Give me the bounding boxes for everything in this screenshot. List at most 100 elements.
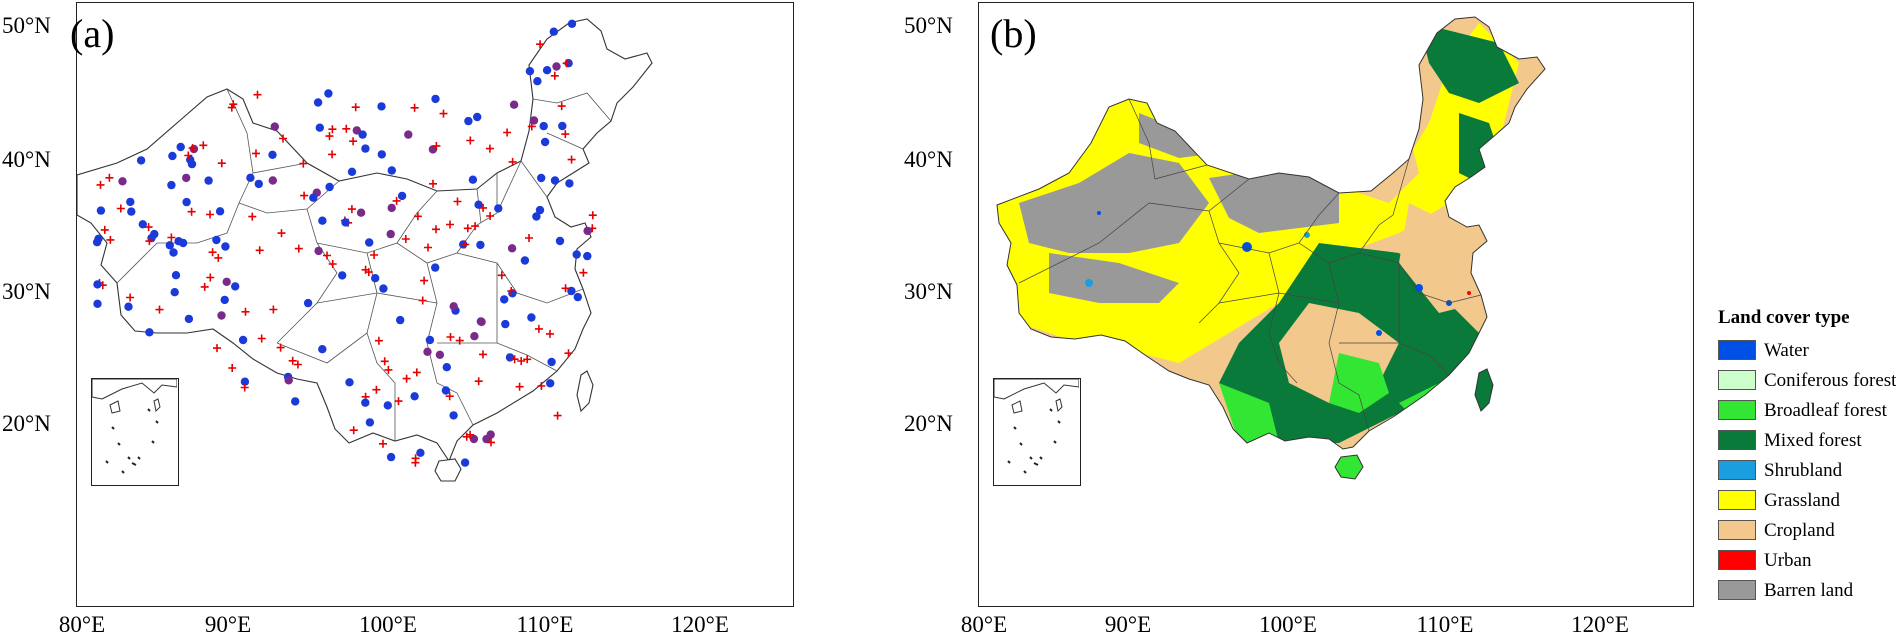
station-dot [500, 295, 509, 304]
station-plus [299, 159, 308, 168]
legend-title: Land cover type [1718, 307, 1850, 328]
station-dot [379, 284, 388, 293]
station-dot [204, 176, 213, 185]
station-markers [92, 19, 597, 467]
legend-label: Barren land [1764, 579, 1854, 601]
station-dot [387, 166, 396, 175]
station-plus [252, 149, 260, 158]
station-plus [534, 324, 543, 333]
station-dot [118, 177, 127, 186]
station-dot [529, 116, 539, 125]
legend-item: Shrubland [1714, 455, 1896, 485]
station-plus [294, 244, 303, 253]
station-plus [217, 159, 226, 168]
station-dot [573, 292, 582, 302]
station-plus [200, 282, 209, 291]
station-dot [145, 328, 154, 337]
station-dot [435, 350, 445, 359]
station-plus [279, 134, 287, 143]
station-dot [361, 398, 370, 407]
station-plus [439, 109, 448, 118]
lon-label-100: 100°E [1259, 612, 1317, 637]
station-dot [168, 151, 177, 161]
station-plus [255, 246, 264, 255]
station-plus [453, 197, 462, 206]
station-plus [461, 240, 470, 249]
station-plus [328, 150, 337, 159]
lon-label-90: 90°E [1104, 612, 1152, 637]
taiwan-island [576, 370, 594, 413]
station-plus [380, 357, 389, 366]
station-dot [324, 89, 333, 98]
station-dot [176, 142, 185, 152]
station-dot [494, 204, 503, 213]
station-plus [328, 125, 337, 134]
station-dot [464, 116, 473, 126]
lon-label-110: 110°E [1416, 612, 1474, 637]
station-plus [214, 253, 223, 262]
station-dot [371, 274, 380, 283]
land-cover-map [979, 3, 1546, 480]
legend-swatch [1718, 580, 1756, 600]
station-plus [370, 251, 379, 259]
station-plus [561, 284, 570, 293]
station-plus [523, 355, 532, 364]
station-plus [106, 235, 115, 244]
station-plus [507, 287, 516, 295]
legend-swatch [1718, 400, 1756, 420]
station-dot [345, 378, 354, 387]
station-dot [449, 302, 458, 311]
station-dot [347, 167, 357, 176]
station-dot [431, 94, 440, 104]
station-plus [276, 343, 285, 352]
station-dot [358, 130, 367, 139]
lat-label-50: 50°N [904, 13, 953, 38]
station-dot [187, 159, 197, 169]
legend-swatch [1718, 340, 1756, 360]
station-plus [199, 141, 208, 150]
map-frame [978, 2, 1694, 607]
lat-label-30: 30°N [904, 279, 953, 304]
station-dot [546, 379, 555, 388]
panel-a-station-map: (a) 50°N 40°N 30°N 20°N 80°E 90°E 100°E … [0, 0, 800, 640]
lat-label-20: 20°N [904, 411, 953, 436]
station-plus [446, 333, 455, 341]
station-plus [432, 141, 441, 150]
lon-label-80: 80°E [960, 612, 1008, 637]
station-dot [268, 150, 277, 159]
station-plus [537, 382, 546, 390]
station-plus [486, 212, 495, 220]
legend-swatch [1718, 490, 1756, 510]
station-dot [460, 458, 470, 467]
station-plus [342, 124, 351, 133]
legend-label: Coniferous forest [1764, 369, 1896, 391]
station-dot [93, 280, 102, 289]
station-dot [505, 353, 515, 362]
legend-item: Cropland [1714, 515, 1896, 545]
legend-swatch [1718, 370, 1756, 390]
station-dot [533, 77, 542, 86]
station-plus [536, 40, 545, 49]
lat-label-50: 50°N [2, 13, 51, 38]
station-dot [386, 229, 395, 239]
station-dot [138, 220, 147, 229]
station-dot [565, 179, 574, 188]
station-plus [446, 220, 454, 229]
legend-label: Broadleaf forest [1764, 399, 1887, 421]
station-plus [471, 222, 480, 231]
station-dot [410, 392, 419, 401]
station-plus [206, 210, 214, 219]
station-dot [416, 448, 425, 457]
station-dot [442, 363, 451, 372]
legend-item: Coniferous forest [1714, 365, 1896, 395]
station-dot [313, 98, 323, 107]
station-plus [155, 305, 164, 314]
legend-item: Water [1714, 335, 1896, 365]
station-plus [228, 364, 237, 372]
lon-label-120: 120°E [671, 612, 729, 637]
station-plus [562, 59, 571, 68]
station-plus [579, 268, 588, 277]
station-dot [425, 335, 435, 345]
station-plus [167, 233, 176, 242]
station-plus [517, 357, 526, 365]
